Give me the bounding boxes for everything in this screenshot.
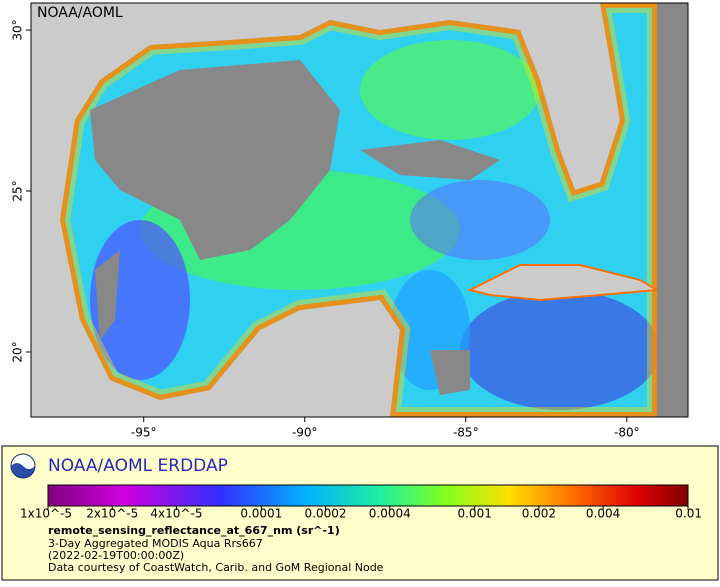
logo (10, 453, 36, 479)
colorbar-tick-label: 0.0002 (305, 507, 347, 521)
no-data (90, 60, 340, 260)
info-line: (2022-02-19T00:00:00Z) (48, 549, 184, 562)
colorbar-tick-label: 0.002 (522, 507, 556, 521)
colorbar-tick-label: 0.01 (675, 507, 702, 521)
colorbar-tick-label: 1x10^-5 (20, 507, 72, 521)
watermark: NOAA/AOML (37, 5, 123, 21)
colorbar-tick-label: 0.004 (586, 507, 620, 521)
x-tick-label: -90° (292, 426, 318, 440)
colorbar-tick-label: 0.001 (457, 507, 491, 521)
y-tick-label: 20° (11, 341, 25, 362)
legend-title: NOAA/AOML ERDDAP (48, 456, 228, 476)
info-line: Data courtesy of CoastWatch, Carib. and … (48, 561, 384, 574)
y-tick-label: 25° (11, 180, 25, 201)
x-tick-label: -80° (614, 426, 640, 440)
map: NOAA/AOML (31, 3, 688, 417)
no-data (430, 350, 470, 395)
no-data (360, 140, 500, 180)
x-tick-label: -85° (453, 426, 479, 440)
x-tick-label: -95° (131, 426, 157, 440)
colorbar (47, 484, 689, 507)
colorbar-tick-label: 2x10^-5 (86, 507, 138, 521)
no-data (95, 250, 120, 340)
no-data (657, 3, 688, 417)
legend-box (1, 445, 719, 581)
colorbar-tick-label: 4x10^-5 (150, 507, 202, 521)
y-tick-label: 30° (11, 19, 25, 40)
map-frame (30, 2, 689, 418)
variable-name: remote_sensing_reflectance_at_667_nm (sr… (48, 524, 340, 537)
colorbar-tick-label: 0.0001 (240, 507, 282, 521)
info-line: 3-Day Aggregated MODIS Aqua Rrs667 (48, 537, 263, 550)
colorbar-tick-label: 0.0004 (369, 507, 411, 521)
